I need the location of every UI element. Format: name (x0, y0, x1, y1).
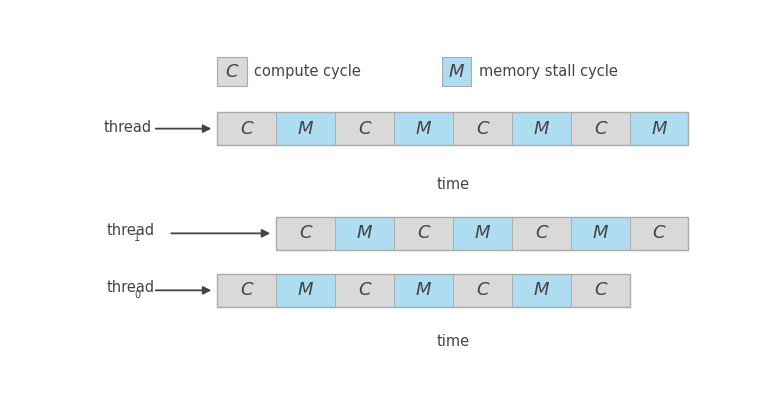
Text: 1: 1 (134, 233, 140, 243)
Bar (218, 57, 247, 86)
Bar (276, 217, 688, 249)
Bar (335, 217, 394, 249)
Bar (453, 274, 512, 307)
Bar (394, 217, 453, 249)
Bar (453, 113, 512, 145)
Text: C: C (358, 120, 371, 138)
Text: memory stall cycle: memory stall cycle (479, 64, 618, 79)
Text: C: C (417, 224, 430, 242)
Text: time: time (437, 177, 469, 192)
Text: M: M (357, 224, 372, 242)
Bar (570, 113, 629, 145)
Text: C: C (299, 224, 312, 242)
Text: M: M (592, 224, 608, 242)
Text: C: C (476, 282, 489, 299)
Text: C: C (476, 120, 489, 138)
Bar (276, 274, 335, 307)
Text: thread: thread (106, 280, 155, 295)
Text: C: C (653, 224, 665, 242)
Bar (570, 274, 629, 307)
Text: M: M (651, 120, 667, 138)
Text: C: C (594, 282, 606, 299)
Bar (453, 217, 512, 249)
Bar (218, 113, 688, 145)
Text: thread: thread (106, 223, 155, 238)
Text: M: M (416, 120, 431, 138)
Bar (512, 113, 570, 145)
Text: M: M (298, 282, 313, 299)
Text: M: M (449, 62, 465, 81)
Bar (335, 113, 394, 145)
Bar (335, 274, 394, 307)
Text: 0: 0 (134, 290, 140, 300)
Bar (218, 113, 276, 145)
Bar (512, 217, 570, 249)
Bar (276, 217, 335, 249)
Text: C: C (240, 120, 253, 138)
Text: C: C (594, 120, 606, 138)
Bar (442, 57, 472, 86)
Bar (512, 274, 570, 307)
Text: M: M (298, 120, 313, 138)
Text: thread: thread (103, 120, 152, 134)
Text: M: M (475, 224, 490, 242)
Text: C: C (535, 224, 548, 242)
Text: compute cycle: compute cycle (254, 64, 361, 79)
Text: C: C (225, 62, 239, 81)
Text: M: M (416, 282, 431, 299)
Bar (629, 113, 688, 145)
Bar (218, 274, 276, 307)
Bar (570, 217, 629, 249)
Bar (276, 113, 335, 145)
Bar (394, 274, 453, 307)
Text: C: C (240, 282, 253, 299)
Bar (394, 113, 453, 145)
Bar (629, 217, 688, 249)
Text: M: M (534, 282, 549, 299)
Bar (218, 274, 629, 307)
Text: M: M (534, 120, 549, 138)
Text: time: time (437, 334, 469, 349)
Text: C: C (358, 282, 371, 299)
